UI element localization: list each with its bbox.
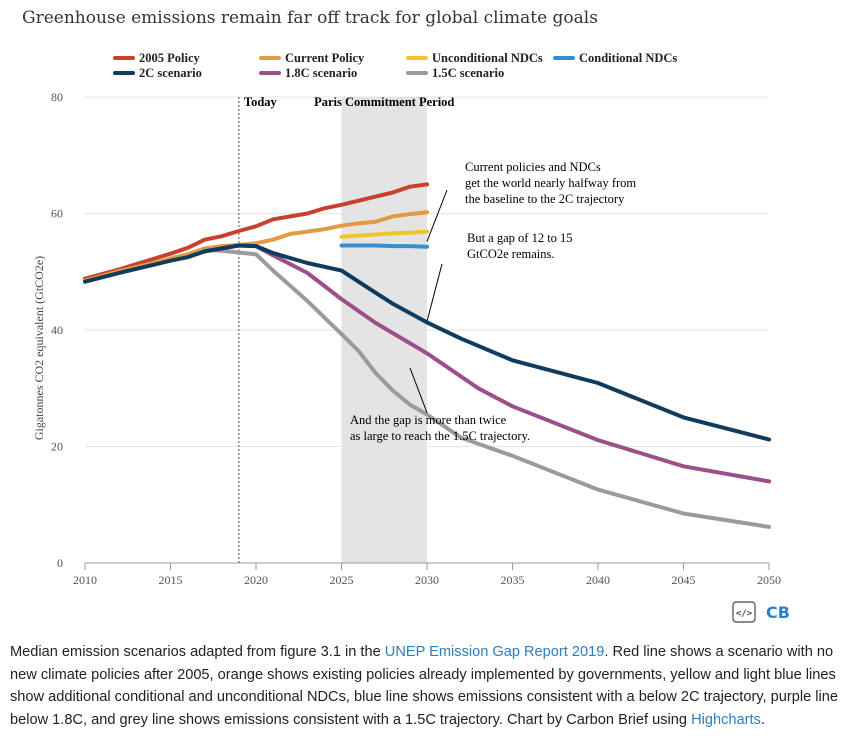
legend-label: Conditional NDCs xyxy=(579,51,677,65)
x-tick-label: 2010 xyxy=(73,573,97,587)
today-label: Today xyxy=(244,95,278,109)
y-tick-label: 40 xyxy=(51,323,63,337)
annotation-text: Current policies and NDCs xyxy=(465,160,601,174)
annotation-text: get the world nearly halfway from xyxy=(465,176,636,190)
legend-label: 2005 Policy xyxy=(139,51,201,65)
annotation-text: as large to reach the 1.5C trajectory. xyxy=(350,429,530,443)
chart-caption: Median emission scenarios adapted from f… xyxy=(10,644,838,728)
x-tick-label: 2040 xyxy=(586,573,610,587)
carbon-brief-logo: </> CB xyxy=(732,601,790,623)
annotation-layer: Current policies and NDCs get the world n… xyxy=(350,160,636,443)
chart-title: Greenhouse emissions remain far off trac… xyxy=(22,8,598,28)
axis-layer: 2010 2015 2020 2025 2030 2035 2040 2045 2050 xyxy=(73,562,781,587)
legend-label: Unconditional NDCs xyxy=(432,51,543,65)
cb-logo-text: CB xyxy=(766,603,790,622)
y-tick-label: 0 xyxy=(57,556,63,570)
unep-report-link[interactable]: UNEP Emission Gap Report 2019 xyxy=(384,644,605,660)
annotation-text: the baseline to the 2C trajectory xyxy=(465,192,625,206)
x-tick-label: 2045 xyxy=(672,573,696,587)
series-line-current-policy xyxy=(83,210,429,283)
today-marker-layer: Today xyxy=(238,95,278,563)
series-line-2c-scenario xyxy=(83,243,771,442)
code-icon: </> xyxy=(736,609,753,619)
y-axis-label: Gigatonnes CO2 equivalent (GtCO2e) xyxy=(32,256,46,440)
legend-label: 1.8C scenario xyxy=(285,66,357,80)
annotation-pointer xyxy=(426,189,448,242)
legend-label: 2C scenario xyxy=(139,66,202,80)
y-tick-label: 60 xyxy=(51,207,63,221)
annotation-text: GtCO2e remains. xyxy=(467,247,554,261)
x-tick-label: 2035 xyxy=(501,573,525,587)
series-line-2005-policy xyxy=(83,182,429,281)
paris-band-label: Paris Commitment Period xyxy=(314,95,454,109)
highcharts-link[interactable]: Highcharts xyxy=(691,711,761,728)
annotation-pointer xyxy=(426,263,443,322)
x-tick-label: 2020 xyxy=(244,573,268,587)
x-tick-label: 2015 xyxy=(159,573,183,587)
y-tick-label: 80 xyxy=(51,90,63,104)
y-tick-label: 20 xyxy=(51,440,63,454)
series-line-unconditional-ndcs xyxy=(339,229,429,239)
x-tick-label: 2050 xyxy=(757,573,781,587)
annotation-pointer xyxy=(409,367,428,413)
series-line-1-5c-scenario xyxy=(202,247,771,529)
annotation-text: And the gap is more than twice xyxy=(350,413,507,427)
legend: 2005 Policy Current Policy Unconditional N… xyxy=(113,51,677,80)
legend-label: Current Policy xyxy=(285,51,365,65)
series-layer xyxy=(83,182,771,529)
series-line-conditional-ndcs xyxy=(339,243,429,249)
annotation-text: But a gap of 12 to 15 xyxy=(467,231,573,245)
x-tick-label: 2030 xyxy=(415,573,439,587)
x-tick-label: 2025 xyxy=(330,573,354,587)
legend-label: 1.5C scenario xyxy=(432,66,504,80)
